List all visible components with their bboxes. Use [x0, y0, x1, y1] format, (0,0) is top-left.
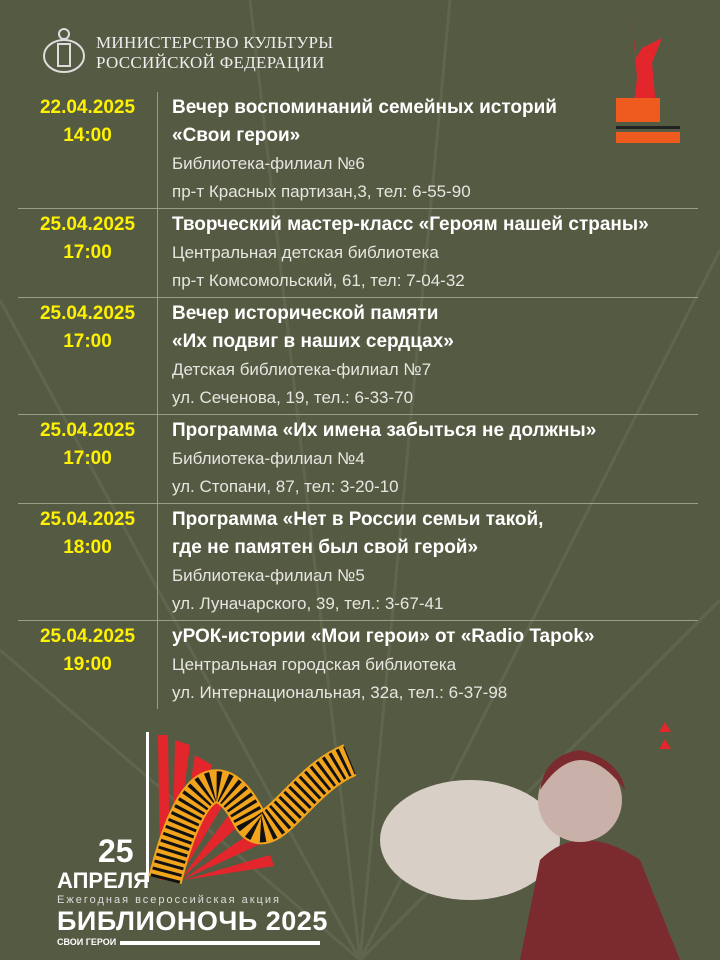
event-place: Библиотека-филиал №6 [172, 154, 365, 173]
event-title: Творческий мастер-класс «Героям нашей ст… [172, 214, 649, 235]
event-title: Вечер исторической памяти [172, 303, 439, 324]
victory-80-logo [616, 18, 680, 143]
banner-subtitle: Ежегодная всероссийская акция [57, 894, 281, 906]
event-title: Программа «Нет в России семьи такой, [172, 509, 544, 530]
event-time: 14:00 [63, 125, 112, 146]
event-time: 17:00 [63, 448, 112, 469]
event-date: 22.04.2025 [39, 97, 136, 118]
event-info: Вечер воспоминаний семейных историй «Свои… [158, 92, 557, 208]
event-title: уРОК-истории «Мои герои» от «Radio Tapok… [172, 626, 595, 647]
event-time: 19:00 [63, 654, 112, 675]
event-title: «Свои герои» [172, 125, 301, 146]
banner-graphic [146, 722, 680, 960]
coat-of-arms-icon [43, 28, 85, 73]
event-place: Центральная городская библиотека [172, 655, 457, 674]
event-time: 17:00 [63, 331, 112, 352]
banner-month: АПРЕЛЯ [57, 868, 150, 893]
event-row: 25.04.2025 18:00 Программа «Нет в России с… [18, 504, 698, 621]
event-datetime: 25.04.2025 17:00 [18, 415, 158, 503]
event-row: 25.04.2025 17:00 Творческий мастер-класс «… [18, 209, 698, 298]
event-datetime: 25.04.2025 17:00 [18, 298, 158, 414]
banner-underline [120, 941, 320, 945]
ministry-line1: МИНИСТЕРСТВО КУЛЬТУРЫ [96, 33, 334, 52]
event-datetime: 25.04.2025 17:00 [18, 209, 158, 297]
event-info: Вечер исторической памяти «Их подвиг в на… [158, 298, 454, 414]
banner-day: 25 [98, 833, 134, 869]
event-date: 25.04.2025 [39, 303, 136, 324]
event-info: Программа «Их имена забыться не должны» Б… [158, 415, 596, 503]
event-date: 25.04.2025 [39, 420, 136, 441]
event-title: Вечер воспоминаний семейных историй [172, 97, 557, 118]
event-datetime: 22.04.2025 14:00 [18, 92, 158, 208]
event-info: уРОК-истории «Мои герои» от «Radio Tapok… [158, 621, 594, 709]
event-date: 25.04.2025 [39, 509, 136, 530]
banner-slogan: СВОИ ГЕРОИ [57, 937, 117, 947]
event-date: 25.04.2025 [39, 214, 136, 235]
event-address: пр-т Комсомольский, 61, тел: 7-04-32 [172, 271, 465, 290]
event-time: 18:00 [63, 537, 112, 558]
event-datetime: 25.04.2025 18:00 [18, 504, 158, 620]
event-title: где не памятен был свой герой» [172, 537, 479, 558]
event-address: ул. Стопани, 87, тел: 3-20-10 [172, 477, 399, 496]
event-place: Библиотека-филиал №4 [172, 449, 365, 468]
event-datetime: 25.04.2025 19:00 [18, 621, 158, 709]
event-row: 25.04.2025 19:00 уРОК-истории «Мои герои» … [18, 621, 698, 709]
ministry-logo: МИНИСТЕРСТВО КУЛЬТУРЫ РОССИЙСКОЙ ФЕДЕРАЦИ… [40, 26, 333, 80]
event-row: 25.04.2025 17:00 Вечер исторической памяти… [18, 298, 698, 415]
event-title: Программа «Их имена забыться не должны» [172, 420, 597, 441]
banner-name: БИБЛИОНОЧЬ 2025 [57, 906, 328, 936]
event-address: пр-т Красных партизан,3, тел: 6-55-90 [172, 182, 471, 201]
event-address: ул. Луначарского, 39, тел.: 3-67-41 [172, 594, 444, 613]
event-address: ул. Интернациональная, 32а, тел.: 6-37-9… [172, 683, 508, 702]
event-row: 25.04.2025 17:00 Программа «Их имена забыт… [18, 415, 698, 504]
event-title: «Их подвиг в наших сердцах» [172, 331, 454, 352]
event-address: ул. Сеченова, 19, тел.: 6-33-70 [172, 388, 414, 407]
event-time: 17:00 [63, 242, 112, 263]
event-place: Детская библиотека-филиал №7 [172, 360, 432, 379]
event-row: 22.04.2025 14:00 Вечер воспоминаний семейн… [18, 92, 698, 209]
event-place: Библиотека-филиал №5 [172, 566, 365, 585]
event-info: Творческий мастер-класс «Героям нашей ст… [158, 209, 649, 297]
event-date: 25.04.2025 [39, 626, 136, 647]
event-place: Центральная детская библиотека [172, 243, 439, 262]
events-table: 22.04.2025 14:00 Вечер воспоминаний семейн… [18, 92, 698, 709]
ministry-line2: РОССИЙСКОЙ ФЕДЕРАЦИИ [96, 53, 325, 72]
event-info: Программа «Нет в России семьи такой, где … [158, 504, 543, 620]
